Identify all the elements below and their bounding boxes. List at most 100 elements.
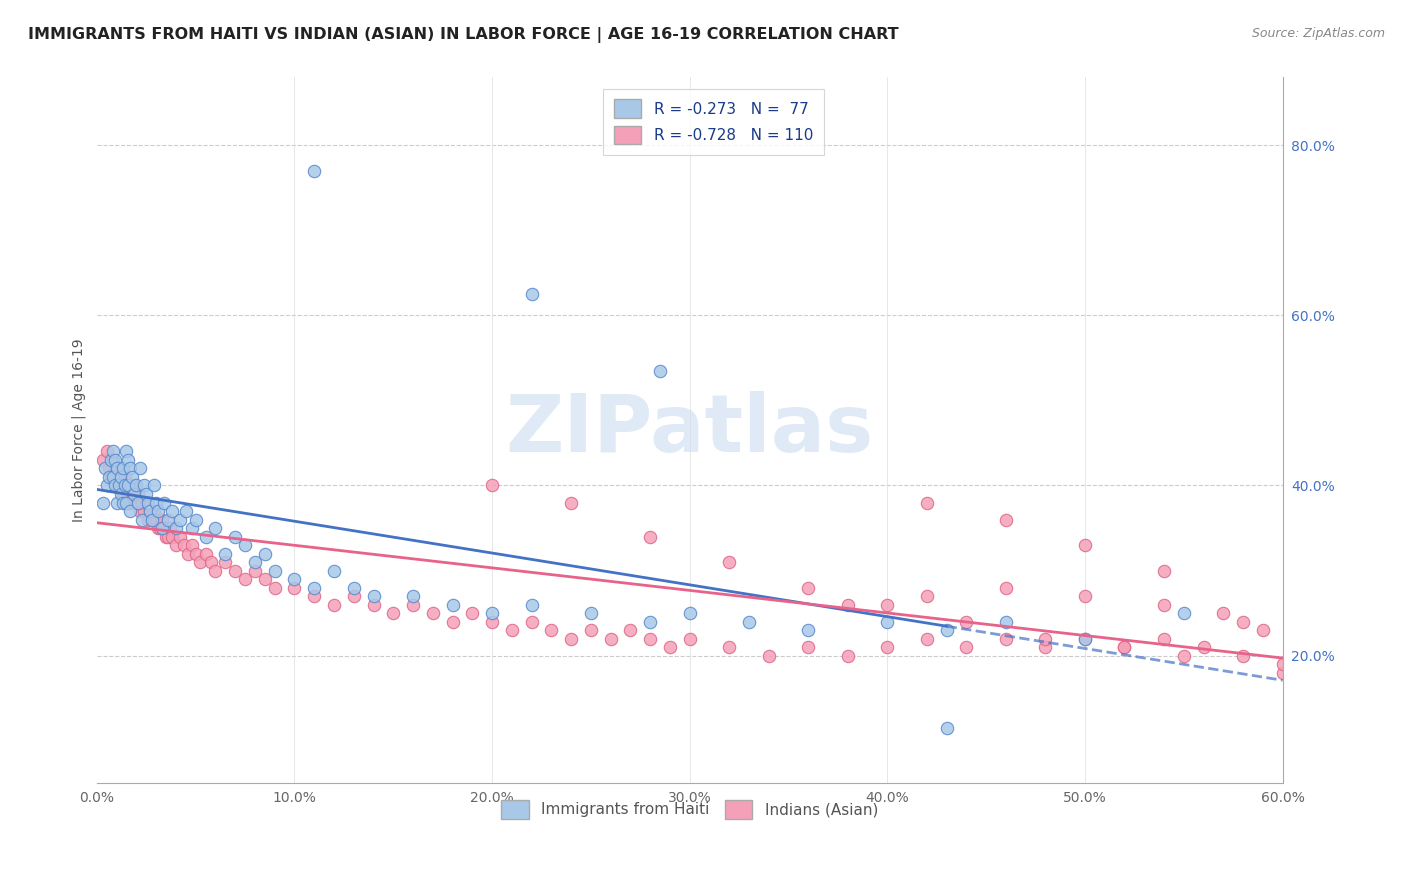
Point: [323, 564, 346, 578]
Point: [156, 529, 179, 543]
Point: [141, 512, 163, 526]
Point: [174, 504, 197, 518]
Point: [135, 487, 157, 501]
Point: [156, 512, 179, 526]
Point: [134, 478, 156, 492]
Point: [560, 495, 582, 509]
Point: [233, 572, 256, 586]
Point: [96, 478, 118, 492]
Point: [117, 487, 139, 501]
Point: [915, 495, 938, 509]
Point: [101, 444, 124, 458]
Point: [382, 606, 405, 620]
Point: [150, 521, 173, 535]
Point: [139, 504, 162, 518]
Point: [105, 461, 128, 475]
Point: [115, 495, 138, 509]
Point: [120, 504, 142, 518]
Point: [994, 615, 1017, 629]
Point: [139, 504, 162, 518]
Point: [955, 640, 977, 654]
Point: [481, 606, 503, 620]
Point: [177, 547, 200, 561]
Point: [173, 538, 195, 552]
Point: [461, 606, 484, 620]
Point: [120, 461, 142, 475]
Point: [323, 598, 346, 612]
Point: [718, 640, 741, 654]
Text: ZIPatlas: ZIPatlas: [506, 392, 873, 469]
Legend: Immigrants from Haiti, Indians (Asian): Immigrants from Haiti, Indians (Asian): [495, 794, 884, 825]
Point: [153, 521, 176, 535]
Point: [104, 461, 127, 475]
Point: [1114, 640, 1136, 654]
Point: [758, 648, 780, 663]
Point: [107, 470, 129, 484]
Point: [233, 538, 256, 552]
Point: [876, 598, 898, 612]
Point: [837, 598, 859, 612]
Point: [520, 598, 543, 612]
Point: [200, 555, 222, 569]
Point: [638, 632, 661, 646]
Point: [143, 478, 166, 492]
Point: [146, 504, 169, 518]
Point: [560, 632, 582, 646]
Point: [136, 512, 159, 526]
Point: [165, 538, 187, 552]
Point: [1153, 598, 1175, 612]
Point: [679, 606, 702, 620]
Point: [97, 461, 120, 475]
Point: [263, 581, 285, 595]
Point: [402, 589, 425, 603]
Point: [302, 164, 325, 178]
Point: [1192, 640, 1215, 654]
Point: [837, 648, 859, 663]
Point: [501, 623, 523, 637]
Point: [111, 495, 134, 509]
Text: Source: ZipAtlas.com: Source: ZipAtlas.com: [1251, 27, 1385, 40]
Point: [105, 478, 128, 492]
Point: [110, 478, 132, 492]
Point: [105, 495, 128, 509]
Point: [1271, 665, 1294, 680]
Point: [180, 538, 202, 552]
Point: [204, 564, 226, 578]
Point: [110, 470, 132, 484]
Point: [143, 504, 166, 518]
Point: [214, 555, 236, 569]
Point: [402, 598, 425, 612]
Point: [155, 529, 177, 543]
Point: [1153, 564, 1175, 578]
Point: [343, 581, 366, 595]
Point: [422, 606, 444, 620]
Point: [97, 470, 120, 484]
Point: [91, 495, 114, 509]
Point: [1173, 606, 1195, 620]
Point: [363, 589, 385, 603]
Point: [1074, 589, 1097, 603]
Point: [124, 487, 146, 501]
Point: [253, 547, 276, 561]
Point: [91, 453, 114, 467]
Point: [127, 495, 149, 509]
Point: [263, 564, 285, 578]
Point: [994, 512, 1017, 526]
Point: [955, 615, 977, 629]
Point: [876, 615, 898, 629]
Point: [115, 444, 138, 458]
Point: [915, 589, 938, 603]
Point: [111, 487, 134, 501]
Point: [1271, 657, 1294, 671]
Point: [638, 529, 661, 543]
Text: IMMIGRANTS FROM HAITI VS INDIAN (ASIAN) IN LABOR FORCE | AGE 16-19 CORRELATION C: IMMIGRANTS FROM HAITI VS INDIAN (ASIAN) …: [28, 27, 898, 43]
Point: [100, 453, 122, 467]
Point: [935, 721, 957, 735]
Point: [994, 581, 1017, 595]
Point: [224, 564, 246, 578]
Point: [101, 453, 124, 467]
Point: [101, 470, 124, 484]
Point: [1074, 632, 1097, 646]
Point: [129, 504, 152, 518]
Point: [117, 453, 139, 467]
